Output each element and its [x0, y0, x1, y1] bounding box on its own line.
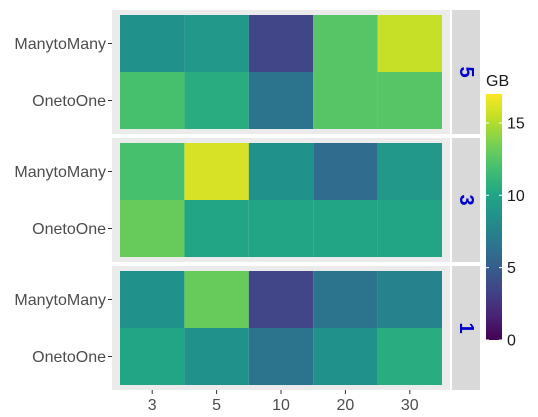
heatmap-cell [120, 200, 185, 257]
x-axis: 3 5 10 20 30 [148, 390, 419, 414]
facet-strip-label: 3 [455, 194, 477, 205]
facet-strip [452, 266, 480, 390]
heatmap-cell [377, 271, 442, 328]
legend-tick-label: 10 [507, 188, 525, 205]
heatmap-cell [184, 200, 249, 257]
x-tick-label: 10 [272, 397, 290, 414]
heatmap-cell [120, 15, 185, 72]
y-tick-label: ManytoMany [14, 164, 106, 181]
heatmap-cell [313, 328, 378, 385]
heatmap-cell [184, 271, 249, 328]
y-tick-label: ManytoMany [14, 36, 106, 53]
heatmap-cell [120, 72, 185, 129]
heatmap-cell [248, 200, 314, 257]
heatmap-cell [377, 72, 442, 129]
y-tick-label: OnetoOne [32, 221, 106, 238]
legend-tick-label: 15 [507, 115, 525, 132]
facet-strip-label: 5 [455, 66, 477, 77]
heatmap-cell [184, 15, 249, 72]
heatmap-cell [248, 328, 314, 385]
heatmap-cell [248, 271, 314, 328]
legend: GB 0 5 10 15 [486, 73, 525, 350]
x-tick-label: 5 [212, 397, 221, 414]
heatmap-cell [313, 15, 378, 72]
panel-3: ManytoMany OnetoOne 3 [14, 138, 480, 262]
heatmap-cell [248, 72, 314, 129]
legend-tick-label: 0 [507, 333, 516, 350]
panels-layer: ManytoManyOnetoOne5ManytoManyOnetoOne3Ma… [14, 10, 480, 390]
heatmap-cell [120, 328, 185, 385]
heatmap-cell [313, 143, 378, 200]
panel-1: ManytoMany OnetoOne 1 [14, 266, 480, 390]
legend-tick-label: 5 [507, 260, 516, 277]
heatmap-cell [377, 200, 442, 257]
legend-title: GB [486, 73, 509, 90]
facet-strip [452, 10, 480, 134]
heatmap-cell [313, 72, 378, 129]
y-tick-label: OnetoOne [32, 93, 106, 110]
legend-colorbar [486, 94, 502, 340]
facet-strip [452, 138, 480, 262]
heatmap-cell [120, 271, 185, 328]
panel-5: ManytoMany OnetoOne 5 [14, 10, 480, 134]
heatmap-cell [313, 200, 378, 257]
heatmap-cell [248, 143, 314, 200]
y-tick-label: OnetoOne [32, 349, 106, 366]
heatmap-cell [377, 15, 442, 72]
heatmap-cell [377, 143, 442, 200]
y-tick-label: ManytoMany [14, 292, 106, 309]
heatmap-cell [313, 271, 378, 328]
heatmap-cell [184, 143, 249, 200]
x-tick-label: 30 [401, 397, 419, 414]
x-tick-label: 3 [148, 397, 157, 414]
heatmap-cell [184, 328, 249, 385]
heatmap-cell [248, 15, 314, 72]
heatmap-cell [120, 143, 185, 200]
x-tick-label: 20 [337, 397, 355, 414]
heatmap-cell [184, 72, 249, 129]
facet-strip-label: 1 [455, 322, 477, 333]
heatmap-cell [377, 328, 442, 385]
